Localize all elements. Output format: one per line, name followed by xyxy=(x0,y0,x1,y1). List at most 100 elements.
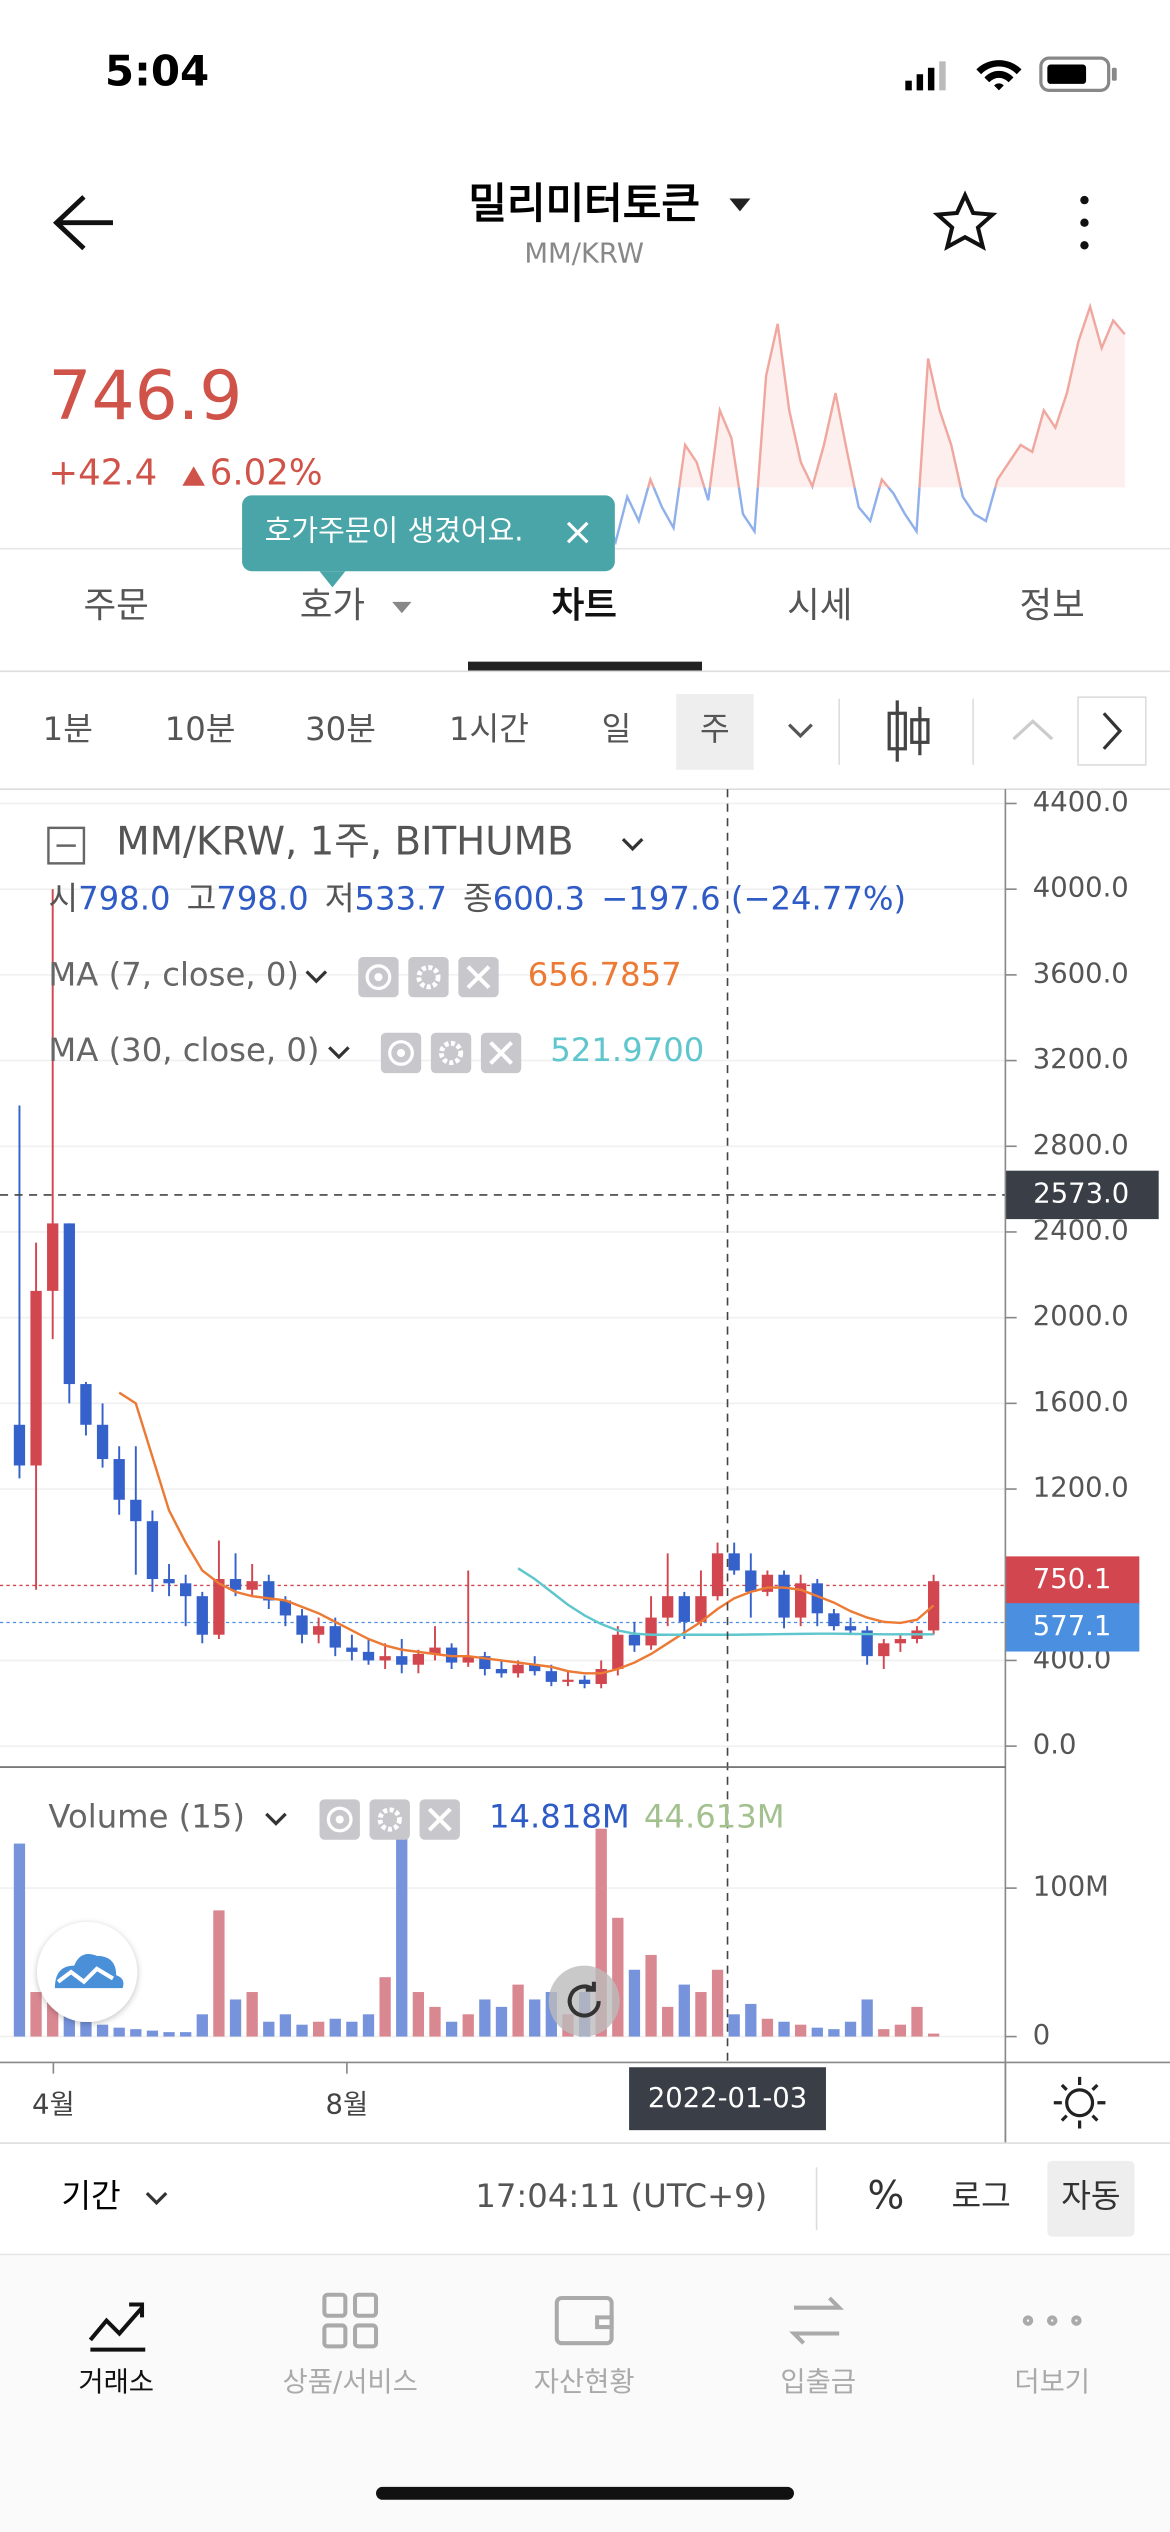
volume-bar xyxy=(711,1969,724,2037)
scroll-right-button[interactable] xyxy=(1077,696,1147,766)
interval-selected xyxy=(676,693,754,770)
interval[interactable]: 주 xyxy=(700,710,730,748)
favorite-button[interactable] xyxy=(932,190,998,251)
volume-bar xyxy=(146,2030,159,2037)
y-tick-label: 1200.0 xyxy=(1033,1473,1129,1504)
volume-bar xyxy=(96,2024,109,2037)
volume-bar xyxy=(462,2014,474,2037)
icon xyxy=(416,965,441,990)
candle-body xyxy=(346,1647,358,1652)
ma7-caret[interactable] xyxy=(305,970,328,984)
eye-button[interactable] xyxy=(380,1032,422,1074)
back-button[interactable] xyxy=(52,195,113,251)
info-part: 고 xyxy=(187,879,217,917)
toolbar-option[interactable]: 자동 xyxy=(1061,2177,1120,2215)
interval[interactable]: 30분 xyxy=(305,710,376,748)
interval-dropdown[interactable] xyxy=(788,723,813,739)
candle-body xyxy=(429,1647,441,1655)
remove-button[interactable] xyxy=(458,956,499,998)
eye-button[interactable] xyxy=(319,1799,360,1840)
ma30-caret[interactable] xyxy=(328,1046,350,1060)
volume-bar xyxy=(346,2021,358,2037)
coin-pair: MM/KRW xyxy=(524,238,644,269)
candle-body xyxy=(279,1600,292,1616)
eye-button[interactable] xyxy=(358,956,399,998)
y-tick-label: 4000.0 xyxy=(1033,873,1129,904)
interval[interactable]: 일 xyxy=(602,710,632,748)
nav-item[interactable]: 거래소 xyxy=(78,2367,154,2398)
volume-bar xyxy=(30,1992,42,2037)
volume-caret[interactable] xyxy=(265,1812,287,1826)
toolbar-option[interactable]: % xyxy=(868,2173,905,2218)
nav-item[interactable]: 자산현황 xyxy=(534,2367,635,2398)
tooltip[interactable]: 호가주문이 생겼어요. xyxy=(242,495,615,588)
volume-bar xyxy=(329,2018,341,2037)
volume-bar xyxy=(479,1999,491,2037)
nav-item[interactable]: 더보기 xyxy=(1014,2367,1090,2398)
volume-bar xyxy=(512,1984,524,2037)
nav-item[interactable]: 상품/서비스 xyxy=(283,2367,418,2398)
volume-bar xyxy=(927,2033,940,2037)
settings-button[interactable] xyxy=(369,1799,410,1840)
interval[interactable]: 1시간 xyxy=(449,710,529,748)
info-part: 798.0 xyxy=(216,879,308,917)
app-logo-button[interactable] xyxy=(37,1921,138,2023)
interval-bar: 1분 10분 30분 1시간 일 주 xyxy=(43,710,730,748)
nav-bar: 거래소 상품/서비스 자산현황 입출금 더보기 xyxy=(78,2367,1090,2398)
volume-bar xyxy=(362,2014,375,2037)
indicator-button[interactable] xyxy=(1012,719,1054,741)
remove-button[interactable] xyxy=(480,1032,522,1074)
crosshair-y-box xyxy=(1005,1170,1159,1220)
candle-body xyxy=(645,1617,657,1646)
candle-body xyxy=(495,1669,508,1674)
chart-type-button[interactable] xyxy=(887,700,930,762)
settings-button[interactable] xyxy=(408,956,449,998)
candle-body xyxy=(861,1630,873,1657)
period-button[interactable]: 기간 xyxy=(61,2177,120,2215)
volume-bar xyxy=(529,1999,541,2037)
volume-bar xyxy=(312,2021,325,2037)
toolbar-option[interactable]: 로그 xyxy=(951,2177,1010,2215)
remove-button[interactable] xyxy=(419,1799,460,1840)
candle-body xyxy=(628,1634,641,1646)
candle-body xyxy=(578,1679,591,1685)
candle-body xyxy=(711,1553,724,1597)
coin-title[interactable]: 밀리미터토큰 xyxy=(468,179,700,228)
icon xyxy=(374,973,383,982)
icon xyxy=(365,964,392,991)
y-tick-label: 3200.0 xyxy=(1033,1044,1129,1075)
settings-button[interactable] xyxy=(430,1032,472,1074)
chart: 0.0400.01200.01600.02000.02400.02800.032… xyxy=(0,787,1159,2131)
icon xyxy=(427,1807,452,1832)
title-caret xyxy=(729,198,751,212)
candle-body xyxy=(113,1459,125,1500)
interval[interactable]: 1분 xyxy=(43,710,93,748)
icon-box xyxy=(408,956,449,998)
icon-box xyxy=(430,1032,472,1074)
tab[interactable]: 주문 xyxy=(84,585,149,626)
info-part: 533.7 xyxy=(355,879,447,917)
nav-item[interactable]: 입출금 xyxy=(780,2367,856,2398)
home-indicator xyxy=(376,2486,794,2500)
tab[interactable]: 정보 xyxy=(1020,585,1085,626)
icon-box xyxy=(369,1799,410,1840)
reset-button[interactable] xyxy=(548,1965,620,2037)
volume-bar xyxy=(279,2014,292,2037)
collapse-button[interactable] xyxy=(47,826,86,865)
info-part: 저 xyxy=(325,879,355,917)
tab[interactable]: 시세 xyxy=(787,585,852,626)
volume-bar xyxy=(894,2024,907,2037)
legend-caret[interactable] xyxy=(621,838,644,852)
volume-bar xyxy=(645,1954,657,2037)
more-button[interactable] xyxy=(1080,195,1089,250)
candle-body xyxy=(695,1596,707,1622)
icon xyxy=(489,1041,513,1065)
icon xyxy=(335,1815,344,1824)
interval[interactable]: 10분 xyxy=(165,710,236,748)
volume-bar xyxy=(445,2021,458,2037)
settings-button[interactable] xyxy=(1053,2076,1106,2129)
volume-bar xyxy=(662,2006,674,2037)
volume-bar xyxy=(695,1992,707,2037)
tab[interactable]: 차트 xyxy=(552,585,617,626)
tab[interactable]: 호가 xyxy=(300,585,365,626)
